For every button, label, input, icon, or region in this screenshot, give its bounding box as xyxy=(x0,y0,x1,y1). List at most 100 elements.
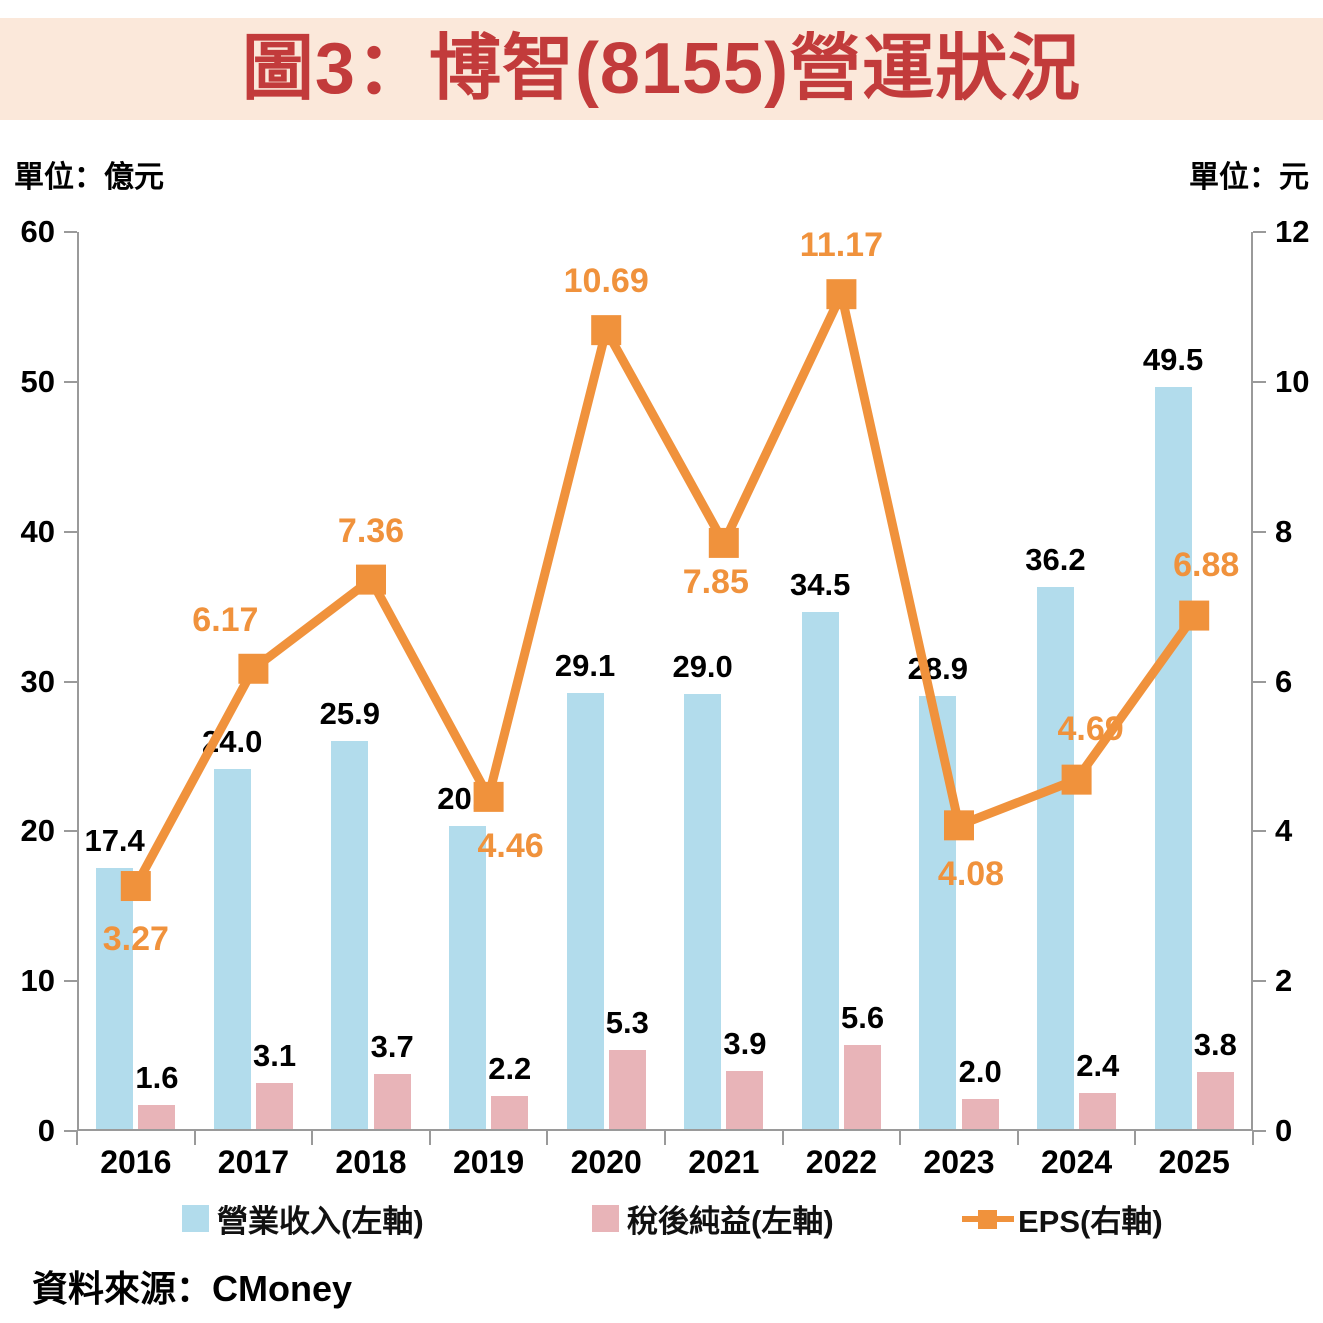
x-axis-category-label: 2016 xyxy=(100,1144,172,1180)
left-tick-mark xyxy=(64,980,77,983)
bar-label-profit: 5.3 xyxy=(605,1004,649,1040)
bar-label-profit: 3.7 xyxy=(370,1028,414,1064)
source-note: 資料來源：CMoney xyxy=(32,1268,353,1309)
bar-profit[interactable] xyxy=(256,1082,294,1129)
bar-label-revenue: 24.0 xyxy=(202,724,263,760)
eps-marker[interactable] xyxy=(591,315,622,346)
bar-label-profit: 2.4 xyxy=(1076,1048,1120,1084)
bar-profit[interactable] xyxy=(726,1070,764,1129)
right-axis-tick-label: 10 xyxy=(1275,363,1310,399)
title-banner: 圖3：博智(8155)營運狀況 xyxy=(0,18,1323,120)
eps-marker[interactable] xyxy=(238,653,269,684)
right-tick-mark xyxy=(1253,380,1266,383)
right-tick-mark xyxy=(1253,1130,1266,1132)
x-axis-category-label: 2023 xyxy=(923,1144,995,1180)
legend-item-revenue[interactable]: 營業收入(左軸) xyxy=(182,1196,424,1241)
bar-profit[interactable] xyxy=(1079,1093,1117,1129)
eps-value-label: 7.36 xyxy=(337,511,405,550)
x-axis-category-label: 2017 xyxy=(217,1144,289,1180)
bar-label-revenue: 20.2 xyxy=(437,781,498,817)
legend-item-eps[interactable]: EPS(右軸) xyxy=(962,1196,1163,1241)
bar-label-profit: 1.6 xyxy=(135,1060,179,1096)
bar-label-revenue: 29.1 xyxy=(554,647,616,683)
right-tick-mark xyxy=(1253,830,1266,833)
left-axis-tick-label: 50 xyxy=(20,363,55,399)
x-axis-category-label: 2021 xyxy=(688,1144,760,1180)
bar-profit[interactable] xyxy=(1196,1072,1234,1129)
x-axis-separator-tick xyxy=(1134,1131,1137,1145)
right-axis-tick-label: 0 xyxy=(1275,1113,1293,1148)
eps-value-label: 3.27 xyxy=(102,920,169,959)
x-axis-separator-tick xyxy=(1252,1131,1254,1145)
x-axis-category-label: 2019 xyxy=(453,1144,525,1180)
bar-label-profit: 3.9 xyxy=(723,1025,767,1061)
x-axis-category-label: 2024 xyxy=(1041,1144,1113,1180)
eps-value-label: 11.17 xyxy=(799,226,883,265)
eps-value-label: 4.08 xyxy=(937,855,1005,894)
legend-swatch-profit-icon xyxy=(592,1205,619,1232)
right-axis-tick-label: 12 xyxy=(1275,214,1310,249)
legend-swatch-revenue-icon xyxy=(182,1205,209,1232)
bar-profit[interactable] xyxy=(491,1096,529,1129)
left-tick-mark xyxy=(64,380,77,383)
bar-profit[interactable] xyxy=(844,1045,882,1129)
eps-value-label: 7.85 xyxy=(682,562,749,601)
bar-revenue[interactable] xyxy=(566,693,604,1129)
eps-marker[interactable] xyxy=(356,564,386,595)
left-axis-tick-label: 10 xyxy=(20,963,55,999)
legend-item-profit[interactable]: 稅後純益(左軸) xyxy=(592,1196,834,1241)
eps-value-label: 4.69 xyxy=(1057,709,1124,748)
bar-revenue[interactable] xyxy=(801,612,839,1129)
eps-value-label: 6.88 xyxy=(1173,545,1240,584)
right-axis-tick-label: 6 xyxy=(1275,663,1293,699)
bar-label-revenue: 29.0 xyxy=(672,649,733,685)
eps-marker[interactable] xyxy=(708,527,739,558)
bar-label-profit: 2.0 xyxy=(958,1054,1002,1090)
bar-label-profit: 3.8 xyxy=(1193,1027,1237,1063)
right-tick-mark xyxy=(1253,231,1266,233)
bar-revenue[interactable] xyxy=(684,694,722,1129)
left-tick-mark xyxy=(64,231,77,233)
left-axis-tick-label: 40 xyxy=(20,513,55,549)
x-axis-separator-tick xyxy=(76,1131,78,1145)
bar-revenue[interactable] xyxy=(331,740,369,1129)
right-axis-tick-label: 8 xyxy=(1275,513,1293,549)
bar-profit[interactable] xyxy=(373,1073,411,1129)
eps-value-label: 10.69 xyxy=(563,262,649,301)
left-axis-unit-label: 單位：億元 xyxy=(14,161,164,194)
bar-label-profit: 5.6 xyxy=(841,1000,885,1036)
bottom-axis-line xyxy=(77,1129,1253,1131)
chart-plot-area: 0 10 20 30 40 50 60 0 2 4 6 8 10 12 17.4 1.6 24.0 3.1 25… xyxy=(21,216,1310,1146)
eps-line-series xyxy=(120,279,1210,902)
x-axis-separator-tick xyxy=(311,1131,314,1145)
bar-profit[interactable] xyxy=(961,1099,999,1129)
x-axis-separator-tick xyxy=(546,1131,549,1145)
left-tick-mark xyxy=(64,830,77,833)
bar-label-revenue: 28.9 xyxy=(907,650,968,686)
legend-line-eps-icon xyxy=(962,1205,1014,1232)
bar-label-revenue: 25.9 xyxy=(319,695,380,731)
bar-label-profit: 2.2 xyxy=(488,1051,532,1087)
x-axis-separator-tick xyxy=(781,1131,784,1145)
legend-label-eps: EPS(右軸) xyxy=(1018,1204,1163,1239)
bar-label-revenue: 49.5 xyxy=(1142,342,1204,378)
bar-label-profit: 3.1 xyxy=(253,1037,297,1073)
bar-revenue[interactable] xyxy=(96,868,134,1129)
left-axis-tick-label: 20 xyxy=(20,813,55,849)
bar-profit[interactable] xyxy=(608,1049,646,1129)
eps-marker[interactable] xyxy=(826,279,857,310)
left-tick-mark xyxy=(64,530,77,533)
eps-value-label: 4.46 xyxy=(477,826,544,865)
eps-value-label: 6.17 xyxy=(192,600,259,639)
x-axis-separator-tick xyxy=(428,1131,431,1145)
right-axis-line xyxy=(1251,232,1253,1131)
left-axis-tick-label: 0 xyxy=(37,1113,55,1148)
left-axis-tick-label: 60 xyxy=(20,214,55,249)
bar-profit[interactable] xyxy=(138,1105,176,1129)
left-axis-line xyxy=(77,232,79,1131)
left-tick-mark xyxy=(64,680,77,683)
x-axis-category-label: 2020 xyxy=(570,1144,642,1180)
x-axis-category-label: 2018 xyxy=(335,1144,407,1180)
bar-revenue[interactable] xyxy=(1154,387,1192,1129)
left-tick-mark xyxy=(64,1130,77,1132)
